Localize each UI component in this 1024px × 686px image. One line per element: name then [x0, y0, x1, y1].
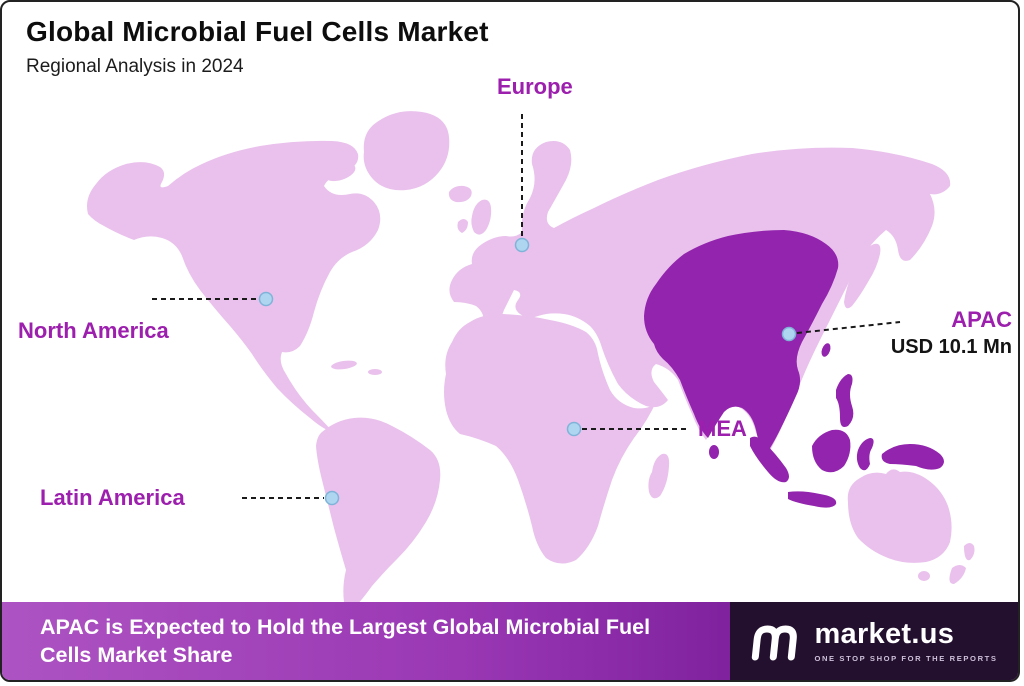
- marker-dot-latin-america: [324, 490, 340, 506]
- brand-text-block: market.us ONE STOP SHOP FOR THE REPORTS: [814, 617, 998, 663]
- island-sulawesi: [856, 438, 874, 471]
- island-sumatra: [750, 436, 789, 483]
- continent-north-america: [87, 140, 381, 432]
- region-label-mea: MEA: [698, 416, 747, 441]
- island-iceland: [448, 185, 472, 203]
- island-java: [788, 491, 837, 508]
- region-label-north-america: North America: [18, 318, 169, 343]
- island-hispaniola: [368, 369, 382, 375]
- brand-logo-box: market.us ONE STOP SHOP FOR THE REPORTS: [730, 602, 1018, 680]
- brand-name: market.us: [814, 617, 955, 650]
- brand-tagline: ONE STOP SHOP FOR THE REPORTS: [814, 653, 998, 663]
- region-label-latin-america: Latin America: [40, 485, 185, 510]
- region-apac-highlight: [644, 230, 839, 454]
- banner-headline: APAC is Expected to Hold the Largest Glo…: [40, 614, 651, 667]
- island-taiwan: [821, 343, 831, 357]
- marker-dot-europe: [514, 237, 530, 253]
- page-title: Global Microbial Fuel Cells Market: [26, 16, 489, 47]
- island-borneo: [812, 429, 851, 473]
- region-label-apac-name: APAC: [951, 307, 1012, 332]
- island-cuba: [331, 360, 357, 370]
- island-ireland: [457, 219, 468, 233]
- continent-africa: [444, 314, 656, 564]
- page-subtitle: Regional Analysis in 2024: [26, 56, 244, 77]
- continent-south-america: [316, 417, 441, 610]
- island-tasmania: [918, 571, 930, 581]
- market-us-logo-icon: [752, 625, 798, 661]
- island-new-guinea: [881, 444, 944, 470]
- marker-dot-north-america: [258, 291, 274, 307]
- region-value-apac: USD 10.1 Mn: [890, 336, 1012, 358]
- continent-greenland: [363, 111, 450, 191]
- marker-dot-mea: [566, 421, 582, 437]
- marker-dot-apac: [781, 326, 797, 342]
- bottom-banner: APAC is Expected to Hold the Largest Glo…: [2, 602, 1018, 680]
- island-new-zealand-south: [949, 565, 966, 584]
- island-great-britain: [471, 199, 492, 235]
- island-sri-lanka: [709, 445, 719, 459]
- island-japan: [844, 243, 881, 309]
- header: Global Microbial Fuel Cells Market Regio…: [26, 16, 489, 78]
- world-map: [87, 111, 975, 610]
- island-new-zealand-north: [964, 543, 975, 561]
- island-philippines: [836, 374, 854, 427]
- island-madagascar: [648, 453, 670, 499]
- region-label-europe: Europe: [497, 74, 573, 99]
- continent-australia: [847, 469, 952, 563]
- region-label-apac: APAC USD 10.1 Mn: [847, 307, 1012, 359]
